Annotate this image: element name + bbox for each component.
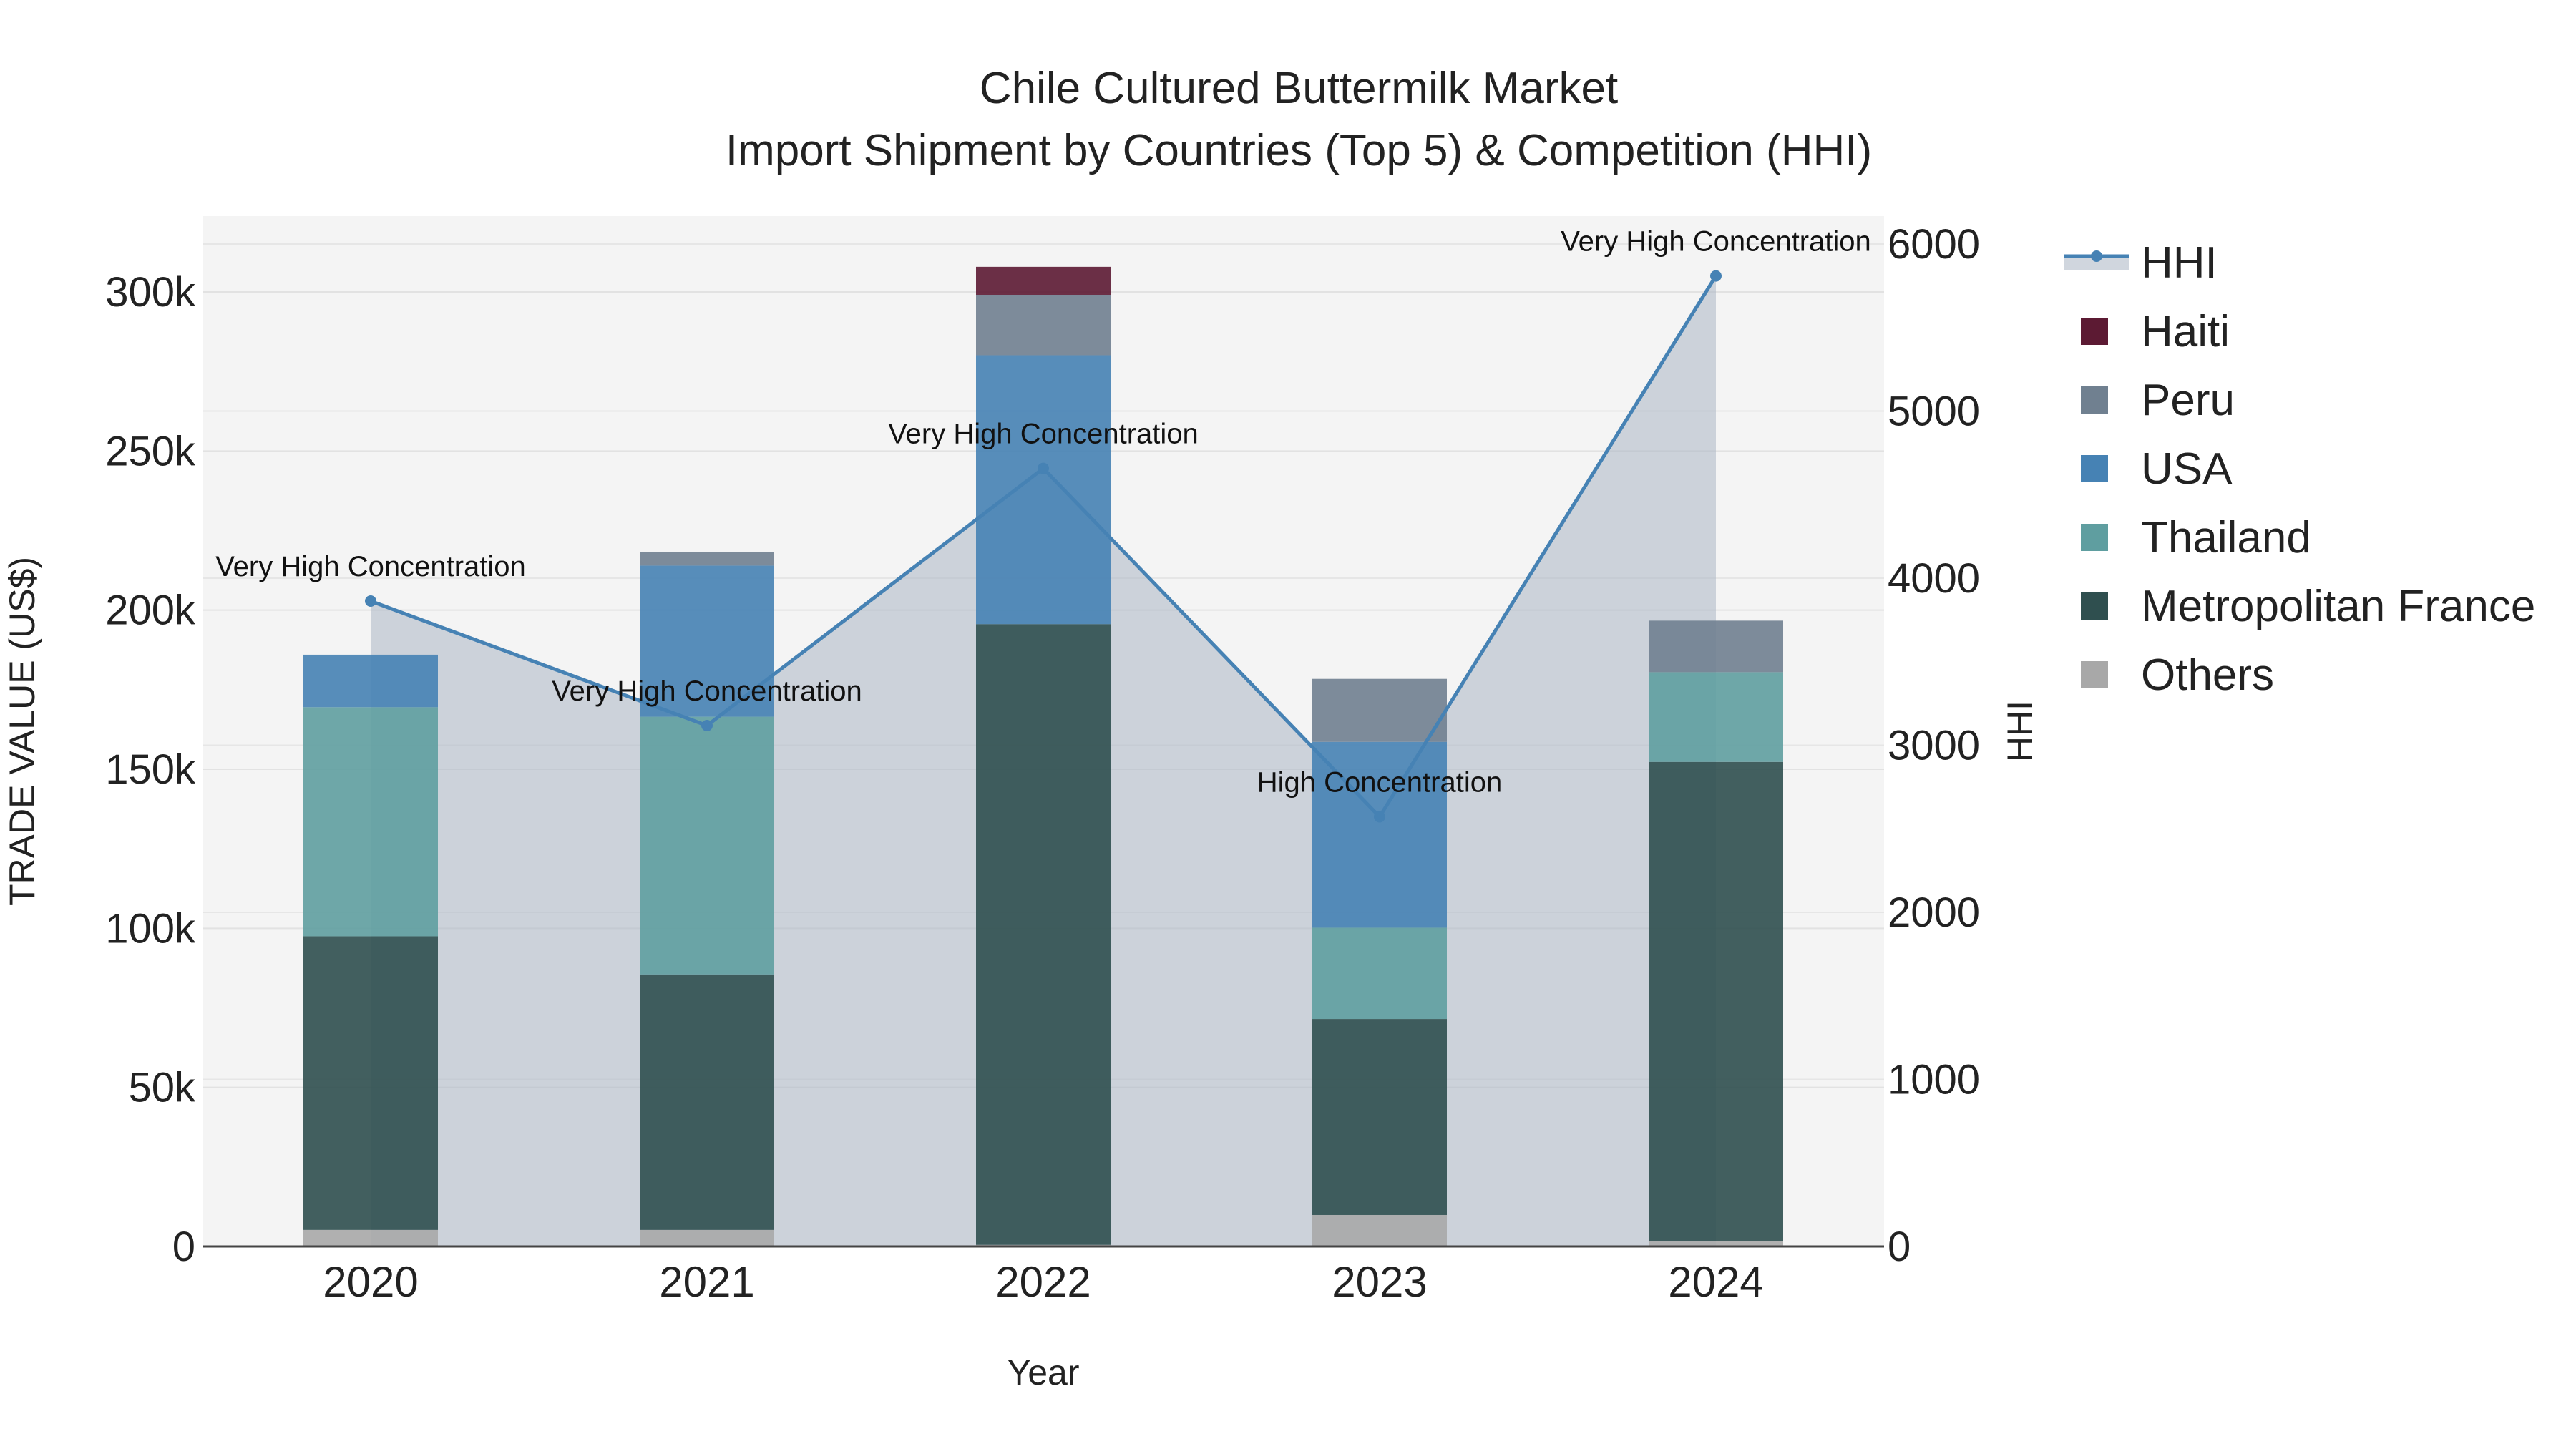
chart-subtitle: Import Shipment by Countries (Top 5) & C… [725,126,1873,175]
bar-segment-thailand[interactable] [1312,927,1447,1020]
hhi-marker[interactable] [1038,462,1049,474]
y2-tick-label: 6000 [1888,221,1980,268]
y2-tick-label: 4000 [1888,555,1980,602]
y-tick-label: 200k [105,587,196,634]
bar-segment-metropolitan-france[interactable] [1649,761,1783,1241]
bar-segment-metropolitan-france[interactable] [976,624,1111,1245]
legend-item-haiti[interactable]: Haiti [2141,307,2230,356]
legend-swatch [2081,318,2108,345]
legend-swatch-hhi [2064,256,2129,270]
x-tick-label: 2020 [323,1258,418,1306]
bar-segment-haiti[interactable] [976,266,1111,296]
legend-item-usa[interactable]: USA [2141,444,2233,494]
bar-segment-metropolitan-france[interactable] [640,974,774,1230]
y-tick-label: 0 [172,1224,195,1270]
bar-segment-usa[interactable] [303,654,438,708]
bar-segment-others[interactable] [303,1229,438,1246]
x-axis-title: Year [1007,1352,1079,1392]
bar-segment-peru[interactable] [640,552,774,566]
bar-segment-others[interactable] [1649,1241,1783,1246]
bar-segment-peru[interactable] [1649,620,1783,673]
legend-swatch [2081,386,2108,414]
hhi-marker[interactable] [365,595,376,607]
bar-segment-others[interactable] [1312,1214,1447,1246]
legend-swatch [2081,661,2108,688]
y-tick-label: 250k [105,428,196,474]
y-tick-label: 50k [128,1065,196,1111]
bar-segment-thailand[interactable] [640,716,774,975]
y-tick-label: 300k [105,269,196,316]
y-axis-title: TRADE VALUE (US$) [2,557,42,906]
legend-swatch [2081,455,2108,482]
legend-marker-hhi [2091,250,2102,262]
hhi-marker[interactable] [1374,811,1385,823]
y2-axis-title: HHI [2000,701,2040,762]
bar-segment-thailand[interactable] [303,707,438,937]
y2-tick-label: 3000 [1888,723,1980,769]
hhi-annotation: High Concentration [1257,766,1502,798]
hhi-marker[interactable] [701,719,713,731]
legend-swatch [2081,524,2108,551]
hhi-annotation: Very High Concentration [888,419,1199,450]
x-tick-label: 2024 [1668,1258,1763,1306]
bar-segment-metropolitan-france[interactable] [303,936,438,1230]
x-tick-label: 2022 [995,1258,1091,1306]
x-tick-label: 2023 [1332,1258,1427,1306]
y-tick-label: 150k [105,746,196,793]
hhi-annotation: Very High Concentration [215,551,526,582]
y-tick-label: 100k [105,905,196,952]
y2-tick-label: 5000 [1888,389,1980,435]
legend-item-peru[interactable]: Peru [2141,376,2235,425]
bar-segment-others[interactable] [640,1229,774,1246]
legend-item-hhi[interactable]: HHI [2141,238,2218,288]
y2-tick-label: 0 [1888,1224,1911,1270]
legend-item-thailand[interactable]: Thailand [2141,513,2311,562]
legend-item-metropolitan-france[interactable]: Metropolitan France [2141,582,2535,631]
bar-segment-peru[interactable] [976,295,1111,356]
x-tick-label: 2021 [659,1258,754,1306]
bar-segment-peru[interactable] [1312,678,1447,742]
hhi-marker[interactable] [1710,270,1722,282]
legend-item-others[interactable]: Others [2141,650,2274,700]
y2-tick-label: 2000 [1888,889,1980,936]
bar-segment-thailand[interactable] [1649,672,1783,762]
hhi-annotation: Very High Concentration [552,675,862,707]
chart-title: Chile Cultured Buttermilk Market [979,64,1619,113]
bar-segment-metropolitan-france[interactable] [1312,1019,1447,1215]
hhi-annotation: Very High Concentration [1561,226,1871,258]
bar-segment-usa[interactable] [976,355,1111,625]
y2-tick-label: 1000 [1888,1057,1980,1103]
legend-swatch [2081,592,2108,620]
